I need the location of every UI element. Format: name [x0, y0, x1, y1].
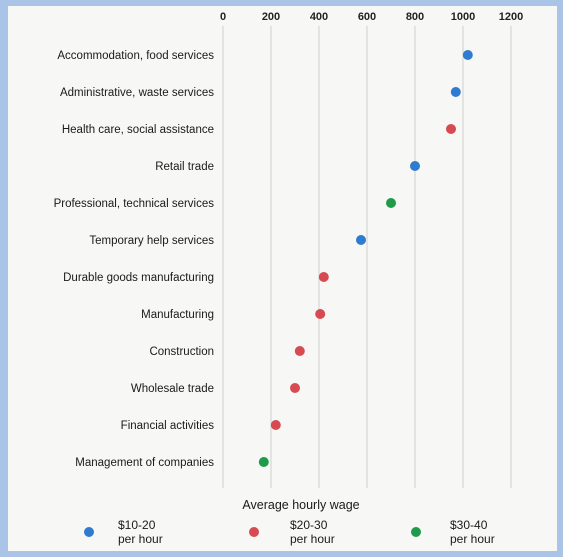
category-label: Administrative, waste services: [60, 87, 214, 99]
x-axis-title: Average hourly wage: [242, 498, 359, 512]
data-point: [410, 161, 420, 171]
legend-sublabel: per hour: [118, 532, 163, 546]
data-point: [446, 124, 456, 134]
legend-label: $20-30: [290, 518, 328, 532]
category-label: Temporary help services: [89, 235, 214, 247]
x-tick-label: 800: [406, 11, 424, 23]
legend-label: $30-40: [450, 518, 488, 532]
category-label: Health care, social assistance: [62, 124, 214, 136]
data-point: [315, 309, 325, 319]
category-label: Financial activities: [121, 420, 215, 432]
x-tick-labels: 0 200 400 600 800 1000 1200: [220, 11, 523, 23]
x-tick-label: 1000: [451, 11, 475, 23]
x-tick-label: 400: [310, 11, 328, 23]
category-labels: Accommodation, food services Administrati…: [54, 50, 215, 469]
legend-sublabel: per hour: [450, 532, 495, 546]
chart-svg: 0 200 400 600 800 1000 1200 Accommodation, foo…: [8, 6, 557, 551]
data-point: [386, 198, 396, 208]
x-tick-label: 0: [220, 11, 226, 23]
category-label: Wholesale trade: [131, 383, 214, 395]
category-label: Accommodation, food services: [57, 50, 214, 62]
x-tick-label: 1200: [499, 11, 523, 23]
legend-marker: [249, 527, 259, 537]
legend-marker: [411, 527, 421, 537]
data-point: [356, 235, 366, 245]
category-label: Professional, technical services: [54, 198, 215, 210]
data-point: [451, 87, 461, 97]
category-label: Retail trade: [155, 161, 214, 173]
legend-sublabel: per hour: [290, 532, 335, 546]
x-tick-label: 200: [262, 11, 280, 23]
chart-panel: 0 200 400 600 800 1000 1200 Accommodation, foo…: [8, 6, 557, 551]
data-point: [463, 50, 473, 60]
data-points: [259, 50, 473, 467]
data-point: [259, 457, 269, 467]
category-label: Durable goods manufacturing: [63, 272, 214, 284]
data-point: [271, 420, 281, 430]
category-label: Management of companies: [75, 457, 214, 469]
x-tick-label: 600: [358, 11, 376, 23]
legend-label: $10-20: [118, 518, 156, 532]
data-point: [295, 346, 305, 356]
data-point: [290, 383, 300, 393]
data-point: [319, 272, 329, 282]
category-label: Construction: [149, 346, 214, 358]
category-label: Manufacturing: [141, 309, 214, 321]
grid-layer: [223, 26, 511, 488]
legend-marker: [84, 527, 94, 537]
